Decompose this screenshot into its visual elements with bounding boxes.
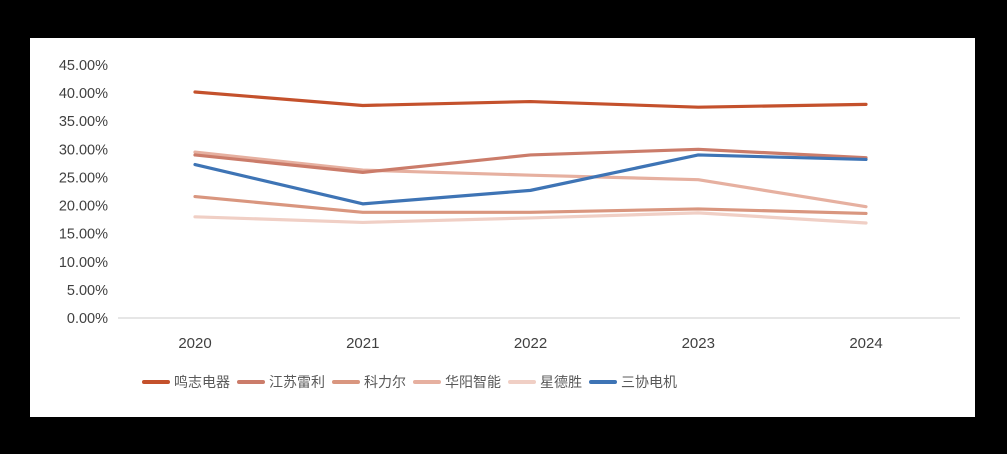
legend-label: 鸣志电器 xyxy=(174,376,230,391)
legend-label: 三协电机 xyxy=(621,376,677,391)
legend-swatch-icon xyxy=(589,380,617,384)
legend-swatch-icon xyxy=(332,380,360,384)
chart-legend: 鸣志电器 江苏雷利 科力尔 华阳智能 星德胜 三协电机 xyxy=(142,371,684,393)
legend-swatch-icon xyxy=(237,380,265,384)
x-axis-tick-label: 2024 xyxy=(849,335,882,352)
y-axis-tick-label: 45.00% xyxy=(59,58,108,74)
y-axis-tick-label: 40.00% xyxy=(59,86,108,102)
legend-label: 江苏雷利 xyxy=(269,376,325,391)
y-axis-tick-label: 5.00% xyxy=(67,283,108,299)
series-line-3 xyxy=(193,150,868,209)
y-axis-tick-label: 30.00% xyxy=(59,142,108,158)
series-line-5 xyxy=(193,153,868,206)
series-line-0 xyxy=(193,90,868,109)
legend-swatch-icon xyxy=(413,380,441,384)
series-line-1 xyxy=(193,147,868,174)
y-axis-tick-label: 20.00% xyxy=(59,199,108,215)
legend-item-0: 鸣志电器 xyxy=(142,372,233,392)
x-axis-tick-label: 2022 xyxy=(514,335,547,352)
series-line-2 xyxy=(193,194,868,216)
legend-item-5: 三协电机 xyxy=(589,372,680,392)
y-axis-tick-label: 0.00% xyxy=(67,311,108,327)
legend-item-4: 星德胜 xyxy=(508,372,585,392)
legend-label: 华阳智能 xyxy=(445,376,501,391)
y-axis-tick-label: 25.00% xyxy=(59,170,108,186)
legend-label: 科力尔 xyxy=(364,376,406,391)
legend-item-3: 华阳智能 xyxy=(413,372,504,392)
y-axis-tick-label: 15.00% xyxy=(59,227,108,243)
y-axis-tick-label: 35.00% xyxy=(59,114,108,130)
legend-item-1: 江苏雷利 xyxy=(237,372,328,392)
legend-item-2: 科力尔 xyxy=(332,372,409,392)
legend-swatch-icon xyxy=(508,380,536,384)
series-line-4 xyxy=(193,211,868,225)
legend-swatch-icon xyxy=(142,380,170,384)
y-axis-tick-label: 10.00% xyxy=(59,255,108,271)
legend-label: 星德胜 xyxy=(540,376,582,391)
line-chart-plot: 0.00% 5.00% 10.00% 15.00% 20.00% 25.00% 30.00%… xyxy=(59,58,960,352)
x-axis-tick-label: 2020 xyxy=(178,335,211,352)
chart-card: 0.00% 5.00% 10.00% 15.00% 20.00% 25.00% 30.00%… xyxy=(30,38,975,417)
x-axis-tick-label: 2021 xyxy=(346,335,379,352)
x-axis-tick-label: 2023 xyxy=(682,335,715,352)
